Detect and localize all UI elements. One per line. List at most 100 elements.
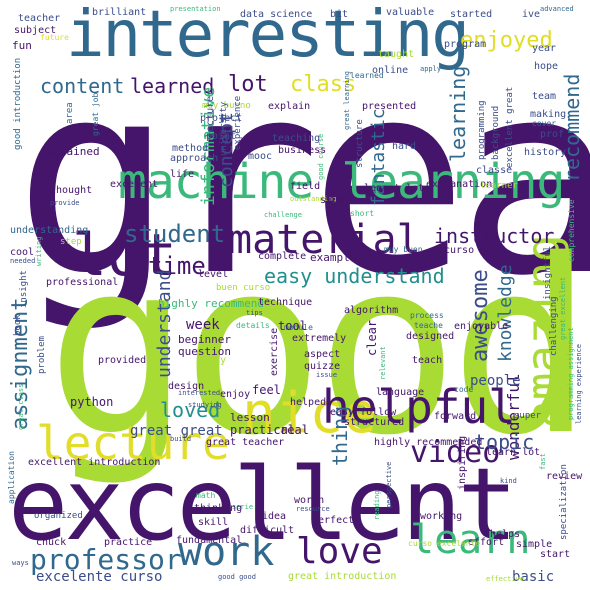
word-insightful: insightful bbox=[543, 245, 553, 300]
word-loved: loved bbox=[160, 398, 221, 422]
word-details: details bbox=[236, 321, 270, 330]
word-learnt-lot: learnt lot bbox=[364, 183, 425, 194]
word-teache: teache bbox=[414, 321, 443, 330]
word-people: people bbox=[470, 373, 521, 389]
word-question: question bbox=[178, 345, 231, 358]
word-chuck: chuck bbox=[36, 537, 67, 548]
word-project: project bbox=[200, 113, 243, 124]
word-professional: professional bbox=[46, 277, 119, 288]
word-structured: structured bbox=[344, 417, 405, 428]
word-great-great: great great bbox=[130, 423, 223, 439]
word-relevant: relevant bbox=[379, 346, 387, 380]
word-great: great bbox=[14, 26, 590, 334]
word-good: good bbox=[46, 208, 590, 488]
word-understanding: understanding bbox=[10, 225, 89, 236]
word-history: history bbox=[524, 147, 567, 158]
word-learned: learned bbox=[130, 74, 215, 98]
word-build: build bbox=[170, 435, 192, 443]
word-perspective: perspective bbox=[385, 461, 393, 508]
word-lot-small: lot bbox=[228, 72, 268, 97]
word-teaching: teaching bbox=[272, 133, 321, 144]
word-effective: effective bbox=[486, 575, 524, 583]
word-good-course: good course bbox=[317, 133, 325, 180]
word-lecture: lecture bbox=[36, 416, 230, 470]
word-helpful: helpful bbox=[322, 380, 516, 434]
word-happy: happy bbox=[196, 355, 227, 366]
word-excelent: excelent bbox=[110, 179, 159, 190]
word-classe: classe bbox=[476, 165, 513, 176]
word-student: student bbox=[124, 220, 226, 248]
word-problem: problem bbox=[37, 336, 47, 374]
word-module: module bbox=[284, 323, 313, 332]
word-experience: experience bbox=[233, 95, 243, 150]
word-muy-buen: muy buen bbox=[384, 245, 423, 254]
word-life: life bbox=[170, 169, 195, 180]
word-highly-recommended: highly recommended bbox=[374, 437, 483, 448]
word-organized: organized bbox=[34, 511, 83, 521]
word-thought: thought bbox=[50, 185, 93, 196]
word-explain: explain bbox=[268, 101, 311, 112]
word-learner: learner bbox=[480, 181, 518, 191]
word-point: point bbox=[206, 131, 237, 142]
word-fundamental: fundamental bbox=[176, 535, 243, 546]
word-professor: professor bbox=[30, 543, 182, 576]
word-clear: clear bbox=[365, 319, 379, 356]
word-instructor: instructor bbox=[434, 224, 555, 248]
word-provided: provided bbox=[98, 355, 147, 366]
word-prof: prof bbox=[540, 129, 565, 140]
word-serie: serie bbox=[232, 503, 254, 511]
word-excellent-great: excellent great bbox=[505, 86, 515, 168]
word-idea: idea bbox=[262, 511, 287, 522]
word-topic: topic bbox=[474, 430, 535, 454]
word-university: university bbox=[219, 101, 229, 156]
word-online: online bbox=[372, 65, 409, 76]
word-great-excellent: great excellent bbox=[559, 276, 567, 340]
word-inspiring: inspiring bbox=[457, 435, 468, 490]
word-mooc: mooc bbox=[248, 151, 273, 162]
word-lot: lot bbox=[72, 221, 177, 289]
word-good-good: good good bbox=[218, 573, 256, 581]
word-super: super bbox=[514, 411, 542, 421]
word-kind: kind bbox=[500, 477, 517, 485]
word-examples: examples bbox=[310, 251, 363, 264]
word-recommend: recommend bbox=[560, 73, 584, 182]
word-field: field bbox=[290, 181, 321, 192]
word-review: review bbox=[546, 471, 583, 482]
word-learning-experience: learning experience bbox=[575, 343, 583, 424]
word-bit: bit bbox=[330, 9, 349, 20]
word-difficult: difficult bbox=[240, 525, 295, 536]
word-feel: feel bbox=[252, 383, 281, 397]
word-practice: practice bbox=[104, 537, 153, 548]
word-helped: helped bbox=[290, 397, 327, 408]
word-knowledge: knowledge bbox=[495, 264, 516, 362]
word-study: study bbox=[320, 195, 351, 206]
word-provide: provide bbox=[50, 199, 80, 207]
word-data-science: data science bbox=[240, 9, 313, 20]
word-class: class bbox=[290, 72, 357, 97]
word-taught: taught bbox=[378, 49, 415, 60]
word-comprehensive: comprehensive bbox=[567, 199, 576, 262]
word-level: level bbox=[198, 269, 229, 280]
word-challenge: challenge bbox=[264, 211, 302, 219]
word-complete: complete bbox=[258, 251, 307, 262]
word-thinking: thinking bbox=[194, 503, 243, 514]
word-understand: understand bbox=[154, 269, 175, 378]
word-easy-follow: easy follow bbox=[330, 407, 397, 418]
word-cover: cover bbox=[532, 119, 557, 128]
word-fun: fun bbox=[12, 39, 32, 52]
word-started: started bbox=[450, 9, 493, 20]
word-program: program bbox=[444, 39, 487, 50]
word-code: code bbox=[454, 385, 474, 394]
word-love: love bbox=[296, 531, 383, 572]
word-subject: subject bbox=[14, 25, 57, 36]
word-cool: cool bbox=[10, 247, 35, 258]
word-extremely: extremely bbox=[292, 333, 347, 344]
word-specialization: specialization bbox=[559, 464, 569, 540]
word-language: language bbox=[376, 387, 425, 398]
word-application: application bbox=[7, 451, 16, 504]
word-practical: practical bbox=[230, 423, 296, 437]
word-excellent-introduction: excellent introduction bbox=[28, 457, 161, 468]
word-great-teacher: great teacher bbox=[206, 437, 285, 448]
word-working: working bbox=[420, 511, 463, 522]
